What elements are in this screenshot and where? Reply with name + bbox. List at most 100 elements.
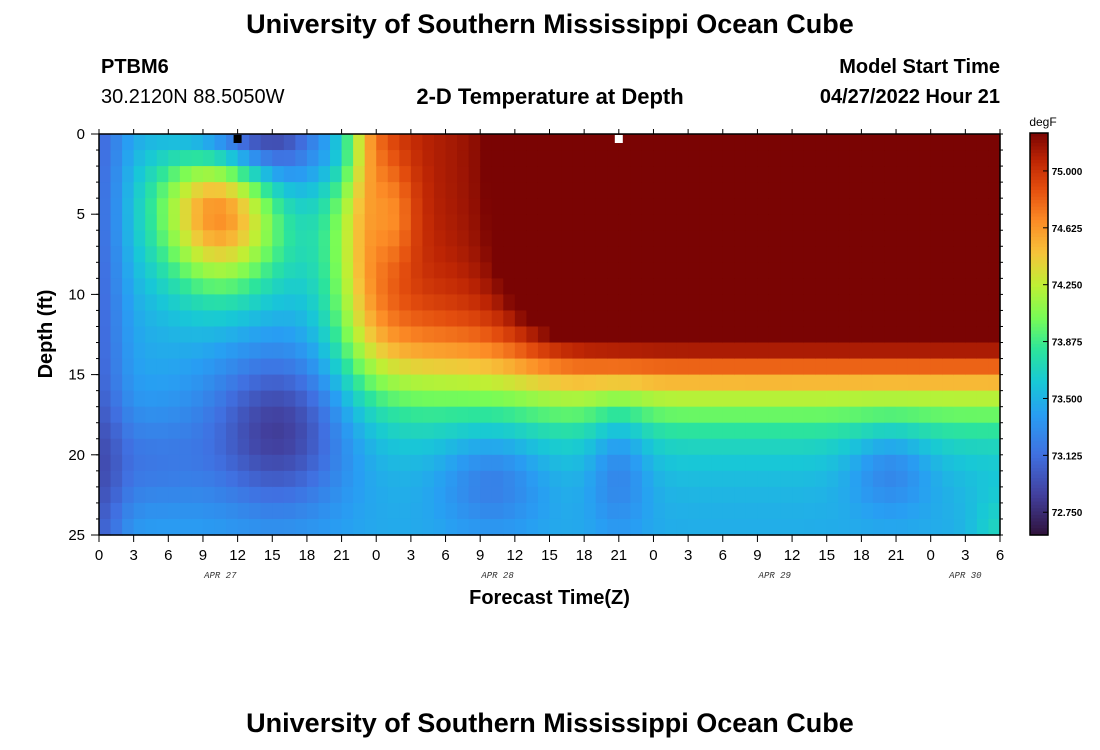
heatmap-cell (364, 454, 377, 472)
heatmap-cell (330, 150, 343, 167)
heatmap-cell (341, 198, 354, 215)
heatmap-cell (295, 518, 308, 536)
heatmap-cell (572, 134, 585, 151)
heatmap-cell (330, 390, 343, 408)
heatmap-cell (838, 150, 851, 167)
heatmap-cell (976, 358, 990, 376)
heatmap-cell (896, 374, 909, 392)
heatmap-cell (214, 406, 227, 424)
colorbar-segment (1030, 504, 1048, 509)
heatmap-cell (145, 166, 158, 183)
heatmap-cell (561, 374, 574, 392)
heatmap-cell (295, 150, 308, 167)
heatmap-cell (884, 422, 897, 440)
heatmap-cell (330, 182, 343, 199)
heatmap-cell (665, 518, 678, 536)
heatmap-cell (757, 374, 770, 392)
heatmap-cell (457, 198, 470, 215)
colorbar-segment (1030, 143, 1048, 147)
heatmap-cell (884, 358, 897, 376)
heatmap-cell (976, 246, 990, 263)
heatmap-cell (399, 310, 412, 328)
heatmap-cell (272, 246, 285, 263)
colorbar-segment (1030, 380, 1048, 385)
heatmap-cell (202, 246, 216, 263)
heatmap-cell (226, 374, 239, 392)
heatmap-cell (145, 422, 158, 440)
heatmap-cell (803, 278, 816, 295)
heatmap-cell (272, 438, 285, 456)
heatmap-cell (422, 486, 435, 504)
heatmap-cell (976, 262, 990, 279)
heatmap-cell (988, 374, 1001, 392)
heatmap-cell (156, 166, 169, 183)
heatmap-cell (387, 182, 400, 199)
heatmap-cell (214, 246, 227, 263)
heatmap-cell (318, 470, 331, 488)
heatmap-cell (237, 214, 250, 231)
heatmap-cell (526, 326, 539, 344)
heatmap-cell (376, 262, 389, 279)
heatmap-cell (965, 310, 978, 328)
heatmap-cell (156, 134, 169, 151)
heatmap-cell (156, 390, 169, 408)
heatmap-cell (249, 486, 262, 504)
heatmap-cell (353, 390, 366, 408)
heatmap-cell (514, 358, 527, 376)
y-tick-label: 10 (68, 286, 85, 303)
heatmap-cell (376, 438, 389, 456)
heatmap-cell (676, 518, 689, 536)
heatmap-cell (722, 486, 735, 504)
heatmap-cell (260, 134, 273, 151)
colorbar-segment (1030, 401, 1048, 405)
heatmap-cell (826, 406, 839, 424)
heatmap-cell (896, 134, 909, 151)
heatmap-cell (815, 470, 828, 488)
heatmap-cell (202, 134, 216, 151)
heatmap-cell (214, 326, 227, 344)
heatmap-cell (595, 198, 608, 215)
heatmap-cell (468, 454, 481, 472)
heatmap-cell (676, 470, 689, 488)
heatmap-cell (353, 166, 366, 183)
heatmap-cell (780, 262, 793, 279)
heatmap-cell (468, 326, 481, 344)
heatmap-cell (122, 470, 135, 488)
heatmap-cell (272, 390, 285, 408)
x-tick-label: 18 (576, 547, 593, 564)
heatmap-cell (318, 246, 331, 263)
heatmap-cell (376, 326, 389, 344)
heatmap-cell (919, 134, 932, 151)
heatmap-cell (676, 374, 689, 392)
heatmap-cell (353, 246, 366, 263)
heatmap-cell (237, 422, 250, 440)
heatmap-cell (202, 438, 216, 456)
heatmap-cell (122, 422, 135, 440)
heatmap-cell (711, 422, 724, 440)
heatmap-cell (768, 502, 782, 520)
heatmap-cell (168, 150, 181, 167)
heatmap-cell (630, 310, 643, 328)
heatmap-cell (595, 294, 608, 312)
heatmap-cell (191, 262, 204, 279)
colorbar-segment (1030, 354, 1048, 359)
heatmap-cell (272, 470, 285, 488)
heatmap-cell (826, 166, 839, 183)
heatmap-cell (480, 406, 493, 424)
heatmap-cell (260, 150, 273, 167)
heatmap-cell (780, 310, 793, 328)
heatmap-cell (815, 374, 828, 392)
heatmap-cell (722, 198, 735, 215)
heatmap-cell (156, 310, 169, 328)
heatmap-cell (99, 278, 112, 295)
heatmap-cell (780, 246, 793, 263)
heatmap-cell (872, 182, 886, 199)
heatmap-cell (768, 342, 782, 360)
heatmap-cell (457, 438, 470, 456)
heatmap-cell (445, 230, 458, 247)
heatmap-cell (953, 326, 966, 344)
heatmap-cell (179, 278, 193, 295)
heatmap-cell (549, 470, 562, 488)
heatmap-cell (653, 198, 666, 215)
heatmap-cell (584, 374, 597, 392)
